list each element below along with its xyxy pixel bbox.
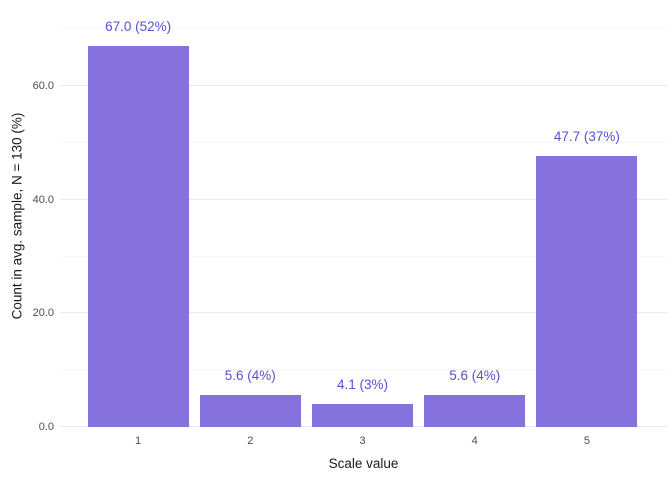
bar-value-label: 5.6 (4%) [449, 368, 501, 384]
y-tick-label: 20.0 [32, 307, 54, 320]
bar-slot-4: 5.6 (4%) [419, 5, 531, 427]
gridline-minor [60, 142, 667, 144]
bar-value-label: 4.1 (3%) [336, 376, 389, 392]
x-axis-title: Scale value [328, 456, 399, 471]
x-tick-label: 1 [135, 435, 142, 447]
bar-5 [536, 156, 638, 427]
y-tick-label: 40.0 [32, 193, 54, 206]
y-axis-tick-labels: 0.0 20.0 40.0 60.0 [0, 0, 54, 480]
bar-slot-3: 4.1 (3%) [306, 5, 418, 427]
y-tick-label: 0.0 [38, 421, 54, 433]
x-tick-label: 4 [471, 435, 478, 447]
bar-value-label: 67.0 (52%) [105, 19, 172, 35]
bar-value-label: 47.7 (37%) [553, 129, 620, 145]
x-tick-label: 3 [359, 435, 366, 447]
bar-2 [199, 395, 301, 427]
bar-1 [87, 46, 189, 427]
bar-slot-1: 67.0 (52%) [82, 5, 194, 427]
x-axis-tick-labels: 1 2 3 4 5 [82, 434, 643, 448]
gridline-major [60, 312, 667, 314]
gridline-major [60, 85, 667, 87]
bar-3 [312, 403, 413, 427]
gridline-major [60, 198, 667, 200]
bar-slots: 67.0 (52%) 5.6 (4%) 4.1 (3%) 5.6 (4%) 47.7 (… [82, 5, 643, 427]
y-tick-label: 60.0 [32, 80, 54, 93]
plot-panel: 67.0 (52%) 5.6 (4%) 4.1 (3%) 5.6 (4%) 47.7 (… [60, 5, 667, 427]
bar-slot-5: 47.7 (37%) [531, 5, 643, 427]
x-tick-label: 5 [583, 435, 590, 447]
x-tick-label: 2 [247, 435, 254, 447]
gridline-minor [60, 28, 667, 30]
bar-value-label: 5.6 (4%) [224, 368, 276, 384]
gridline-minor [60, 255, 667, 257]
gridline-minor [60, 369, 667, 371]
bar-4 [424, 395, 526, 427]
bar-slot-2: 5.6 (4%) [194, 5, 306, 427]
